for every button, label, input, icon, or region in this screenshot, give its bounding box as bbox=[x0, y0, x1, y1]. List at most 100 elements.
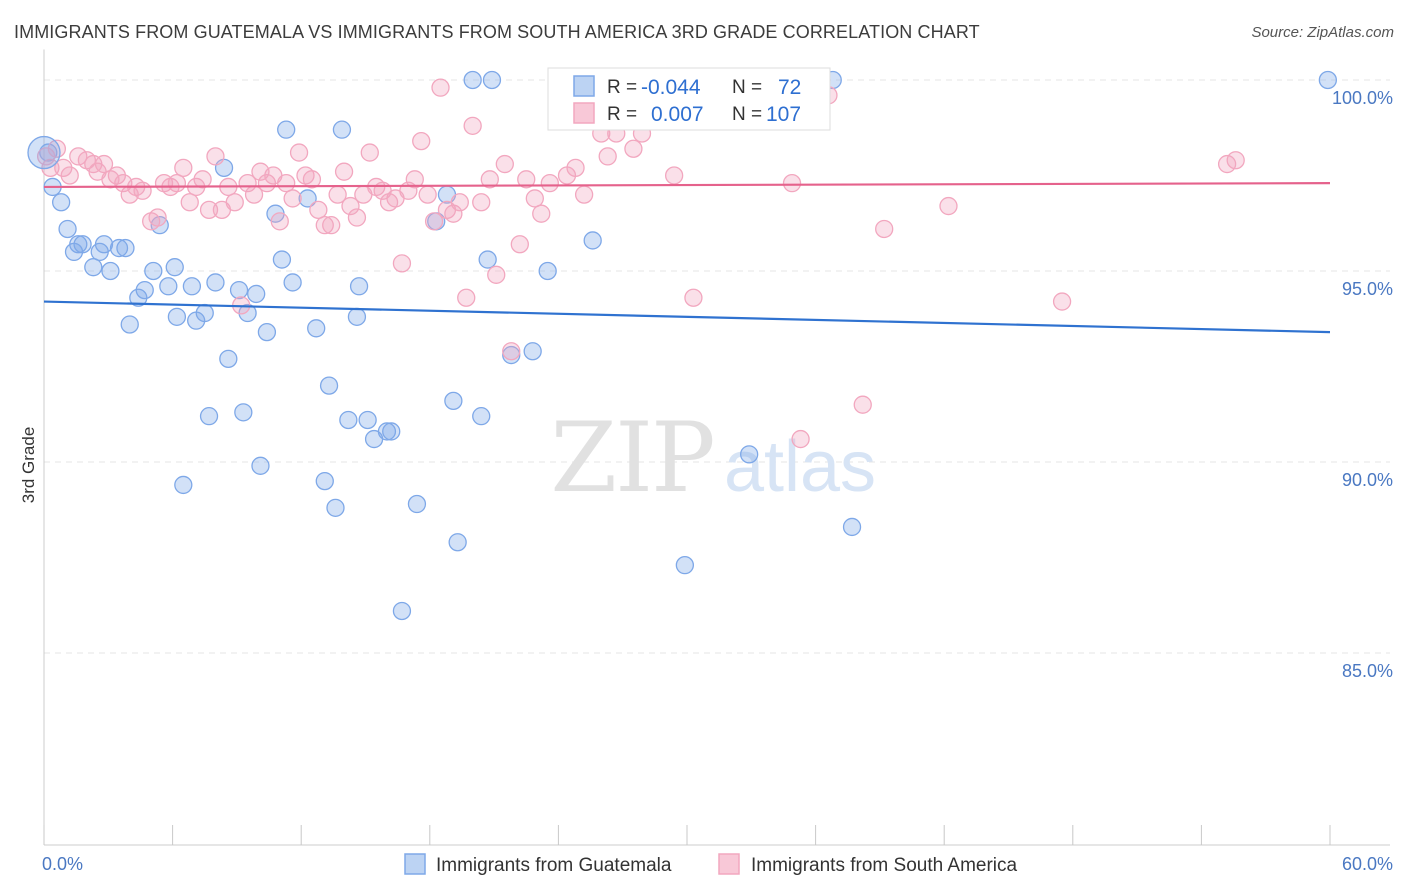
point-s0-61 bbox=[478, 250, 497, 269]
point-s0-64 bbox=[538, 261, 557, 281]
point-s0-13 bbox=[120, 315, 139, 334]
watermark: ZIP atlas bbox=[550, 402, 876, 514]
point-s0-15 bbox=[135, 280, 154, 300]
point-s1-71 bbox=[502, 342, 521, 361]
correlation-legend: R = -0.044 N = 72 R = 0.007 N = 107 bbox=[547, 67, 831, 131]
watermark-zip: ZIP bbox=[550, 402, 713, 514]
point-s1-63 bbox=[444, 204, 463, 223]
point-s1-92 bbox=[684, 288, 703, 307]
point-s0-48 bbox=[358, 410, 377, 430]
point-s0-67 bbox=[675, 555, 695, 575]
point-s1-99 bbox=[853, 395, 872, 414]
point-s1-43 bbox=[315, 216, 334, 235]
point-s0-43 bbox=[326, 498, 345, 517]
legend-r-value-guatemala: -0.044 bbox=[641, 76, 701, 99]
point-s1-69 bbox=[487, 265, 506, 284]
point-s1-70 bbox=[495, 154, 514, 174]
point-s1-102 bbox=[1052, 292, 1072, 311]
point-s1-80 bbox=[574, 185, 594, 204]
point-s0-10 bbox=[101, 261, 120, 281]
point-s0-44 bbox=[332, 120, 352, 139]
point-s1-79 bbox=[566, 158, 585, 178]
point-s0-40 bbox=[307, 319, 326, 338]
point-s1-37 bbox=[277, 173, 296, 193]
point-s0-47 bbox=[349, 277, 369, 296]
point-large-origin bbox=[27, 135, 61, 170]
trend-line-0 bbox=[43, 300, 1331, 334]
point-s0-22 bbox=[182, 277, 202, 296]
point-s1-4 bbox=[60, 166, 79, 185]
point-s0-37 bbox=[277, 120, 296, 139]
point-s0-25 bbox=[199, 407, 219, 426]
legend-swatch-south-america bbox=[573, 102, 595, 124]
point-s0-21 bbox=[174, 475, 193, 495]
point-s0-45 bbox=[339, 410, 358, 430]
legend-box bbox=[547, 67, 831, 131]
legend-r-label-guatemala: R = bbox=[607, 77, 637, 98]
y-tick-label-2: 90.0% bbox=[1342, 470, 1393, 490]
legend-n-label-guatemala: N = bbox=[732, 77, 762, 98]
point-s1-15 bbox=[133, 181, 152, 200]
legend-swatch-guatemala bbox=[573, 75, 595, 97]
point-s1-65 bbox=[457, 288, 476, 307]
y-axis-label: 3rd Grade bbox=[19, 427, 38, 504]
x-tick-label-0: 0.0% bbox=[42, 854, 83, 874]
tick-labels: 100.0% 95.0% 90.0% 85.0% 0.0% 60.0% bbox=[42, 88, 1393, 874]
point-s0-53 bbox=[407, 494, 427, 514]
point-s0-9 bbox=[94, 235, 114, 254]
point-s1-91 bbox=[664, 166, 684, 185]
point-s1-55 bbox=[392, 254, 412, 273]
trend-lines bbox=[43, 182, 1331, 334]
series-legend-label-south-america: Immigrants from South America bbox=[751, 855, 1018, 876]
point-s1-64 bbox=[450, 193, 469, 212]
point-s1-59 bbox=[418, 185, 437, 204]
point-s1-47 bbox=[341, 196, 360, 216]
legend-n-value-guatemala: 72 bbox=[778, 76, 801, 99]
series-legend-label-guatemala: Immigrants from Guatemala bbox=[436, 855, 672, 876]
point-s1-38 bbox=[283, 189, 302, 208]
watermark-atlas: atlas bbox=[724, 427, 876, 507]
series-legend: Immigrants from Guatemala Immigrants fro… bbox=[404, 853, 1018, 876]
point-s1-41 bbox=[302, 170, 322, 189]
point-s1-83 bbox=[598, 147, 617, 166]
grid-lines bbox=[44, 79, 1390, 654]
x-tick-label-1: 60.0% bbox=[1342, 854, 1393, 874]
y-tick-label-0: 100.0% bbox=[1332, 88, 1393, 108]
point-s1-29 bbox=[225, 193, 244, 212]
point-s1-25 bbox=[199, 200, 219, 220]
point-s0-20 bbox=[167, 307, 187, 326]
point-s1-86 bbox=[624, 139, 643, 158]
point-s1-42 bbox=[309, 200, 328, 220]
point-s0-6 bbox=[73, 235, 92, 254]
point-s0-19 bbox=[165, 258, 184, 277]
point-s1-26 bbox=[206, 147, 225, 166]
point-s0-16 bbox=[144, 261, 163, 281]
point-s1-66 bbox=[463, 116, 482, 135]
point-s0-65 bbox=[583, 231, 602, 250]
point-s0-38 bbox=[283, 273, 302, 292]
point-s0-71 bbox=[842, 517, 862, 537]
point-s0-50 bbox=[377, 422, 397, 441]
point-s1-50 bbox=[360, 143, 379, 162]
source-label: Source: ZipAtlas.com bbox=[1251, 24, 1394, 41]
legend-r-label-south-america: R = bbox=[607, 104, 637, 125]
point-s1-46 bbox=[334, 162, 354, 181]
point-s1-101 bbox=[939, 196, 958, 216]
point-s0-57 bbox=[448, 533, 467, 552]
trend-line-1 bbox=[43, 182, 1331, 189]
y-tick-label-1: 95.0% bbox=[1342, 279, 1393, 299]
point-s1-58 bbox=[412, 131, 431, 151]
point-s0-59 bbox=[472, 407, 491, 426]
point-s1-21 bbox=[174, 158, 193, 178]
point-s1-2 bbox=[47, 139, 67, 158]
point-s0-24 bbox=[195, 303, 214, 323]
point-s1-100 bbox=[875, 219, 894, 239]
point-s0-3 bbox=[58, 219, 77, 239]
legend-n-value-south-america: 107 bbox=[766, 103, 801, 126]
point-s0-18 bbox=[159, 277, 178, 296]
point-s0-56 bbox=[444, 391, 463, 411]
series-0-points bbox=[39, 70, 1338, 621]
point-s1-68 bbox=[480, 170, 499, 189]
point-s0-2 bbox=[51, 193, 71, 212]
